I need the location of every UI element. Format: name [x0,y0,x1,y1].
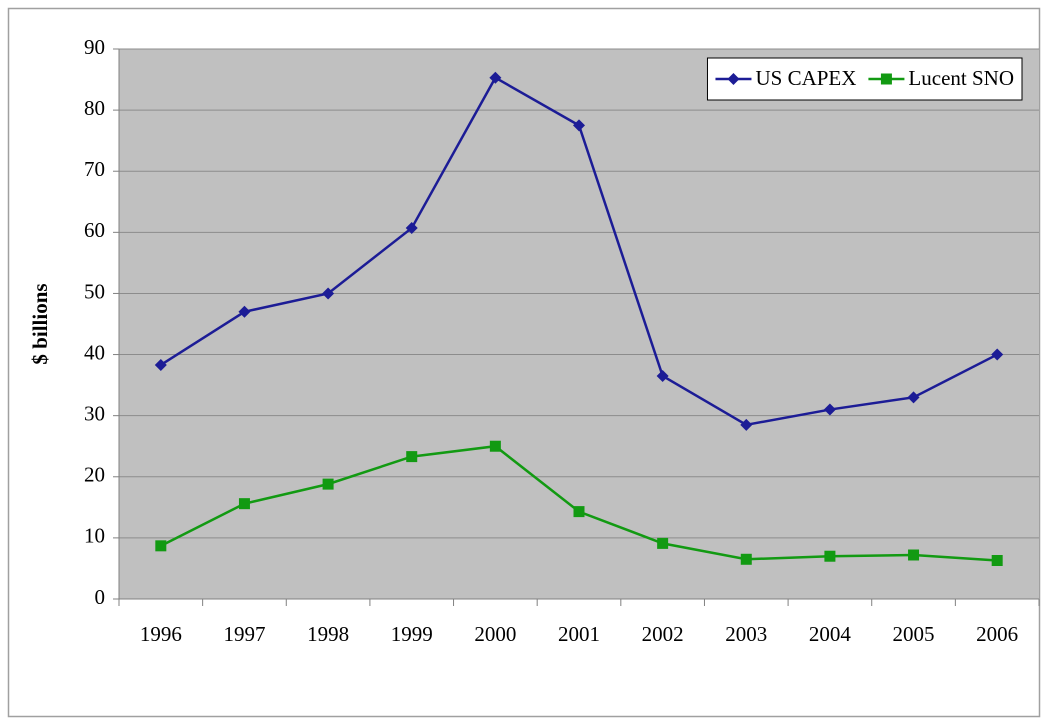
x-tick-label: 1999 [391,622,433,646]
point [991,555,1003,566]
point [489,440,501,452]
point [657,537,669,549]
y-tick-label: 60 [84,218,105,242]
x-tick-label: 1997 [223,622,265,646]
y-tick-label: 90 [84,35,105,59]
point [322,478,334,490]
point [405,222,418,235]
legend-label: US CAPEX [755,66,856,90]
point [656,369,669,382]
legend-box [706,57,1023,101]
x-tick-label: 2002 [642,622,684,646]
x-tick-label: 1998 [307,622,349,646]
x-tick-label: 2003 [725,622,767,646]
point [573,119,585,132]
x-tick-label: 2005 [893,622,935,646]
legend-marker [727,73,740,85]
legend-label: Lucent SNO [908,66,1014,90]
y-tick-label: 10 [84,524,105,548]
y-tick-label: 30 [84,401,105,425]
point [406,451,418,463]
point [907,391,920,404]
y-tick-label: 50 [84,279,105,303]
point [740,418,753,431]
y-tick-label: 20 [84,463,105,487]
point [155,540,167,552]
y-tick-label: 80 [84,96,105,120]
y-axis-label: $ billions [28,283,52,364]
point [991,348,1004,361]
x-tick-label: 2004 [809,622,852,646]
point [908,549,920,561]
y-tick-label: 70 [84,157,105,181]
x-tick-label: 2006 [976,622,1018,646]
point [322,287,335,300]
point [154,358,167,371]
point [489,71,502,84]
point [238,498,250,510]
x-tick-label: 2001 [558,622,600,646]
legend: US CAPEX Lucent SNO [706,57,1023,101]
y-tick-label: 0 [95,585,106,609]
point [238,305,251,318]
point [740,553,752,565]
x-tick-label: 2000 [474,622,516,646]
x-tick-label: 1996 [140,622,182,646]
point [824,550,836,562]
point [823,403,836,416]
point [573,506,585,518]
legend-marker [880,73,892,85]
y-tick-label: 40 [84,340,105,364]
